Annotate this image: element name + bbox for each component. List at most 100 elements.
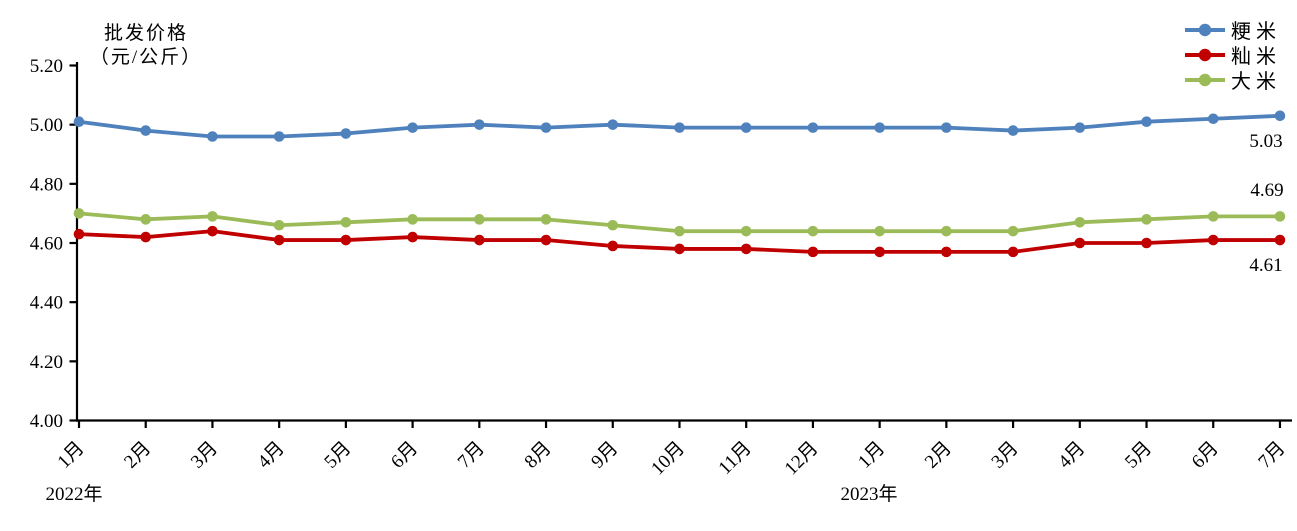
data-point xyxy=(340,216,352,228)
data-point xyxy=(607,219,619,231)
x-tick-label: 4月 xyxy=(254,438,289,473)
data-point xyxy=(540,122,552,133)
data-point xyxy=(941,225,952,237)
data-point xyxy=(1141,237,1152,249)
legend-label: 粳米 xyxy=(1231,21,1281,43)
data-point xyxy=(874,225,885,237)
legend-item-jingmi: 粳米 xyxy=(1184,17,1281,43)
x-tick-label: 1月 xyxy=(854,438,889,473)
data-point xyxy=(1141,214,1152,225)
x-tick-label: 12月 xyxy=(781,438,823,480)
data-point xyxy=(207,131,218,142)
data-point xyxy=(1207,211,1219,222)
data-point xyxy=(1207,113,1219,125)
legend-label: 籼米 xyxy=(1231,46,1281,68)
data-point xyxy=(607,119,619,130)
data-point xyxy=(207,211,218,222)
data-point xyxy=(474,119,485,130)
data-point xyxy=(740,122,752,133)
legend-swatch-line-icon xyxy=(1185,73,1225,86)
data-point xyxy=(474,234,485,246)
y-tick-label: 5.20 xyxy=(30,56,63,77)
series-0 xyxy=(73,110,1286,142)
data-point xyxy=(807,246,819,258)
legend-swatch-line-icon xyxy=(1185,23,1225,36)
data-point xyxy=(407,231,418,243)
x-tick-label: 11月 xyxy=(715,438,756,479)
series-end-value-xianmi: 4.61 xyxy=(1249,255,1283,276)
data-point xyxy=(540,234,552,246)
data-point xyxy=(407,214,418,225)
x-tick-label: 6月 xyxy=(1188,438,1223,473)
data-point xyxy=(1007,225,1019,237)
data-point xyxy=(273,131,285,142)
data-point xyxy=(407,122,418,133)
data-point xyxy=(674,225,685,237)
x-tick-label: 2月 xyxy=(921,438,956,473)
data-point xyxy=(1274,211,1286,222)
data-point xyxy=(273,234,285,246)
y-tick-label: 4.60 xyxy=(30,234,63,255)
data-point xyxy=(1207,234,1219,246)
data-point xyxy=(73,116,85,128)
legend: 粳米 籼米 大米 xyxy=(1184,17,1281,93)
data-point xyxy=(941,122,952,133)
data-point xyxy=(874,122,885,133)
y-tick-label: 5.00 xyxy=(30,115,63,136)
x-axis-year-label-2023: 2023年 xyxy=(840,484,898,505)
data-point xyxy=(340,234,352,246)
data-point xyxy=(140,231,152,243)
data-point xyxy=(140,125,152,136)
y-tick-label: 4.80 xyxy=(30,174,63,195)
data-point xyxy=(73,228,85,240)
data-point xyxy=(1007,125,1019,136)
y-axis-title: 批发价格 （元/公斤） xyxy=(90,22,202,70)
series-2 xyxy=(73,208,1286,237)
data-point xyxy=(273,219,285,231)
x-tick-label: 3月 xyxy=(988,438,1023,473)
data-point xyxy=(474,214,485,225)
series-end-value-jingmi: 5.03 xyxy=(1249,131,1283,152)
data-point xyxy=(140,214,152,225)
data-point xyxy=(1074,216,1086,228)
y-axis-title-line2: （元/公斤） xyxy=(89,47,203,68)
data-point xyxy=(674,243,685,255)
legend-swatch-line-icon xyxy=(1185,48,1225,61)
data-point xyxy=(1141,116,1152,128)
x-axis-year-label-2022: 2022年 xyxy=(45,484,103,505)
x-tick-label: 5月 xyxy=(1121,438,1156,473)
data-point xyxy=(1074,237,1086,249)
x-axis: 1月 2月 3月 4月 5月 6月 7月 8月 9月 10月 11月 12月 1月 2月 3月 4月 5月 6月 7… xyxy=(54,420,1289,480)
y-tick-label: 4.40 xyxy=(30,293,63,314)
x-tick-label: 8月 xyxy=(521,438,556,473)
data-point xyxy=(607,240,619,252)
y-axis-title-line1: 批发价格 xyxy=(103,23,188,44)
x-tick-label: 6月 xyxy=(387,438,422,473)
data-point xyxy=(941,246,952,258)
data-point xyxy=(1074,122,1086,133)
x-tick-label: 4月 xyxy=(1054,438,1089,473)
x-tick-label: 1月 xyxy=(54,438,89,473)
data-point xyxy=(207,225,218,237)
legend-label: 大米 xyxy=(1231,71,1281,93)
data-point xyxy=(1007,246,1019,258)
x-tick-label: 10月 xyxy=(647,438,689,480)
data-point xyxy=(73,208,85,219)
series-1 xyxy=(73,225,1286,258)
legend-item-xianmi: 籼米 xyxy=(1184,42,1281,68)
legend-item-dami: 大米 xyxy=(1184,67,1281,93)
y-tick-label: 4.20 xyxy=(30,352,63,373)
series-end-value-dami: 4.69 xyxy=(1250,180,1284,201)
data-point xyxy=(540,214,552,225)
x-tick-label: 2月 xyxy=(120,438,155,473)
data-point xyxy=(674,122,685,133)
data-point xyxy=(1274,110,1286,122)
y-tick-label: 4.00 xyxy=(30,411,63,432)
x-tick-label: 9月 xyxy=(587,438,622,473)
data-point xyxy=(807,225,819,237)
data-point xyxy=(740,225,752,237)
data-point xyxy=(1274,234,1286,246)
x-tick-label: 7月 xyxy=(454,438,489,473)
